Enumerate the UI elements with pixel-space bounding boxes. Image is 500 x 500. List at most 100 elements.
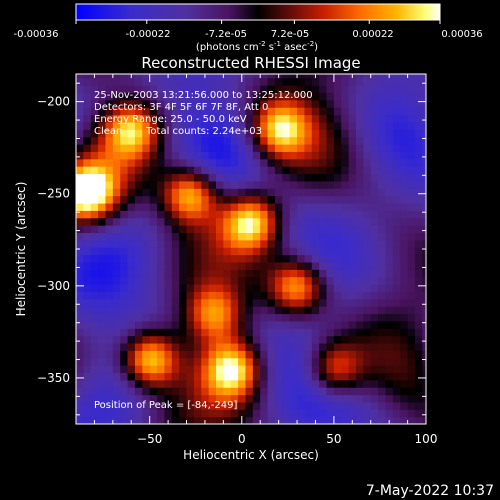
heatmap-cell [201, 350, 210, 359]
heatmap-cell [400, 129, 409, 138]
heatmap-cell [105, 416, 114, 424]
heatmap-cell [230, 291, 239, 300]
heatmap-cell [149, 225, 158, 234]
heatmap-cell [142, 151, 151, 160]
heatmap-cell [112, 210, 121, 219]
heatmap-cell [422, 298, 426, 307]
heatmap-cell [304, 173, 313, 182]
heatmap-cell [171, 401, 180, 410]
heatmap-cell [414, 365, 423, 374]
heatmap-cell [90, 210, 99, 219]
heatmap-cell [356, 387, 364, 396]
heatmap-cell [422, 166, 426, 175]
heatmap-cell [245, 173, 254, 182]
heatmap-cell [216, 357, 224, 366]
heatmap-cell [363, 379, 372, 388]
heatmap-cell [149, 85, 158, 94]
heatmap-cell [245, 409, 254, 418]
heatmap-cell [356, 276, 364, 285]
heatmap-cell [326, 144, 335, 152]
heatmap-cell [260, 320, 269, 329]
heatmap-cell [363, 166, 372, 175]
heatmap-cell [392, 99, 401, 108]
heatmap-cell [142, 291, 151, 300]
heatmap-cell [112, 357, 121, 366]
heatmap-cell [238, 254, 247, 263]
heatmap-cell [252, 202, 261, 211]
heatmap-cell [216, 320, 224, 329]
heatmap-cell [282, 121, 291, 130]
heatmap-cell [201, 342, 210, 351]
heatmap-cell [326, 85, 335, 94]
heatmap-cell [274, 225, 283, 234]
heatmap-cell [216, 409, 224, 418]
heatmap-cell [267, 416, 276, 424]
heatmap-cell [252, 335, 261, 344]
heatmap-cell [208, 350, 217, 359]
heatmap-cell [267, 136, 276, 145]
heatmap-cell [164, 320, 173, 329]
heatmap-cell [230, 180, 239, 189]
heatmap-cell [333, 144, 342, 152]
heatmap-cell [193, 99, 202, 108]
heatmap-cell [385, 387, 394, 396]
heatmap-cell [127, 195, 136, 204]
heatmap-cell [385, 261, 394, 270]
heatmap-cell [127, 342, 136, 351]
heatmap-cell [164, 365, 173, 374]
heatmap-cell [120, 121, 129, 130]
heatmap-cell [98, 335, 107, 344]
heatmap-cell [171, 342, 180, 351]
heatmap-cell [414, 379, 423, 388]
heatmap-cell [171, 350, 180, 359]
heatmap-cell [157, 136, 166, 145]
heatmap-cell [252, 313, 261, 322]
heatmap-cell [98, 320, 107, 329]
heatmap-cell [164, 313, 173, 322]
heatmap-cell [149, 166, 158, 175]
heatmap-cell [193, 195, 202, 204]
heatmap-cell [127, 313, 136, 322]
heatmap-cell [127, 254, 136, 263]
heatmap-cell [370, 291, 379, 300]
heatmap-cell [260, 342, 269, 351]
heatmap-cell [201, 247, 210, 256]
heatmap-cell [216, 144, 224, 152]
heatmap-cell [414, 180, 423, 189]
heatmap-cell [76, 328, 84, 337]
heatmap-cell [230, 99, 239, 108]
heatmap-cell [414, 74, 423, 79]
heatmap-cell [245, 416, 254, 424]
heatmap-cell [238, 298, 247, 307]
heatmap-cell [274, 357, 283, 366]
heatmap-cell [216, 85, 224, 94]
heatmap-cell [90, 99, 99, 108]
heatmap-cell [319, 416, 328, 424]
heatmap-cell [392, 202, 401, 211]
heatmap-cell [282, 320, 291, 329]
heatmap-cell [201, 409, 210, 418]
heatmap-cell [356, 328, 364, 337]
heatmap-cell [392, 217, 401, 226]
peak-position-label: Position of Peak = [-84,-249] [94, 400, 238, 411]
heatmap-cell [149, 74, 158, 79]
heatmap-cell [363, 180, 372, 189]
heatmap-cell [341, 276, 350, 285]
heatmap-cell [120, 151, 129, 160]
heatmap-cell [260, 225, 269, 234]
heatmap-cell [392, 284, 401, 292]
heatmap-cell [149, 114, 158, 123]
heatmap-cell [98, 306, 107, 315]
heatmap-cell [267, 74, 276, 79]
heatmap-cell [356, 342, 364, 351]
heatmap-cell [333, 387, 342, 396]
heatmap-cell [193, 210, 202, 219]
heatmap-cell [186, 188, 195, 197]
heatmap-cell [282, 247, 291, 256]
heatmap-cell [134, 409, 143, 418]
heatmap-cell [297, 276, 306, 285]
heatmap-cell [400, 107, 409, 116]
heatmap-cell [311, 99, 320, 108]
heatmap-cell [304, 129, 313, 138]
heatmap-cell [83, 136, 92, 145]
